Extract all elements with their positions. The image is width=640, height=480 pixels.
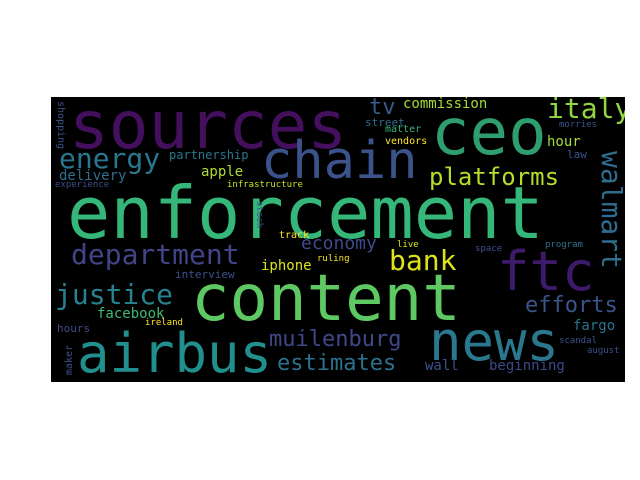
word-track: track [279, 230, 310, 241]
word-morries: morries [559, 120, 597, 130]
word-airbus: airbus [77, 322, 273, 382]
word-program: program [545, 240, 583, 250]
word-vendors: vendors [385, 136, 428, 147]
word-street: street [365, 116, 405, 129]
word-ireland: ireland [145, 318, 183, 328]
word-efforts: efforts [525, 293, 618, 318]
word-ceo: ceo [431, 97, 547, 170]
word-interview: interview [175, 268, 235, 281]
word-partnership: partnership [169, 148, 249, 162]
word-bank: bank [389, 244, 457, 277]
word-infrastructure: infrastructure [227, 180, 303, 190]
word-ruling: ruling [317, 254, 350, 264]
word-walmart: walmart [595, 151, 625, 270]
word-tv: tv [369, 97, 396, 120]
word-matter: matter [385, 124, 422, 135]
word-ftc: ftc [497, 240, 595, 303]
word-experience: experience [55, 180, 110, 190]
word-facebook: facebook [97, 306, 165, 322]
word-delivery: delivery [59, 168, 127, 184]
word-wall: wall [425, 358, 459, 374]
word-muilenburg: muilenburg [269, 327, 402, 352]
word-live: live [397, 240, 419, 250]
word-news: news [429, 310, 560, 373]
word-platforms: platforms [429, 163, 560, 191]
word-fargo: fargo [573, 318, 616, 334]
word-hours: hours [57, 322, 91, 335]
word-estimates: estimates [277, 351, 397, 376]
word-law: law [567, 148, 587, 161]
word-iphone: iphone [261, 258, 312, 274]
word-department: department [71, 238, 240, 271]
word-hour: hour [547, 134, 581, 150]
word-chain: chain [261, 131, 418, 191]
word-shopping: shopping [55, 101, 66, 150]
word-economy: economy [301, 233, 377, 254]
word-commission: commission [403, 97, 488, 112]
word-maker: maker [64, 344, 75, 375]
word-stock: stock [254, 201, 264, 229]
word-august: august [587, 346, 620, 356]
word-enforcement: enforcement [67, 171, 544, 255]
word-space: space [475, 244, 503, 254]
word-apple: apple [201, 164, 244, 180]
word-beginning: beginning [489, 358, 565, 374]
word-content: content [191, 262, 461, 336]
word-italy: italy [547, 97, 625, 125]
word-energy: energy [59, 142, 161, 175]
word-justice: justice [55, 278, 174, 311]
word-cloud: sources ceo chain enforcement ftc conten… [51, 97, 625, 382]
word-scandal: scandal [559, 336, 597, 346]
word-sources: sources [69, 97, 348, 164]
